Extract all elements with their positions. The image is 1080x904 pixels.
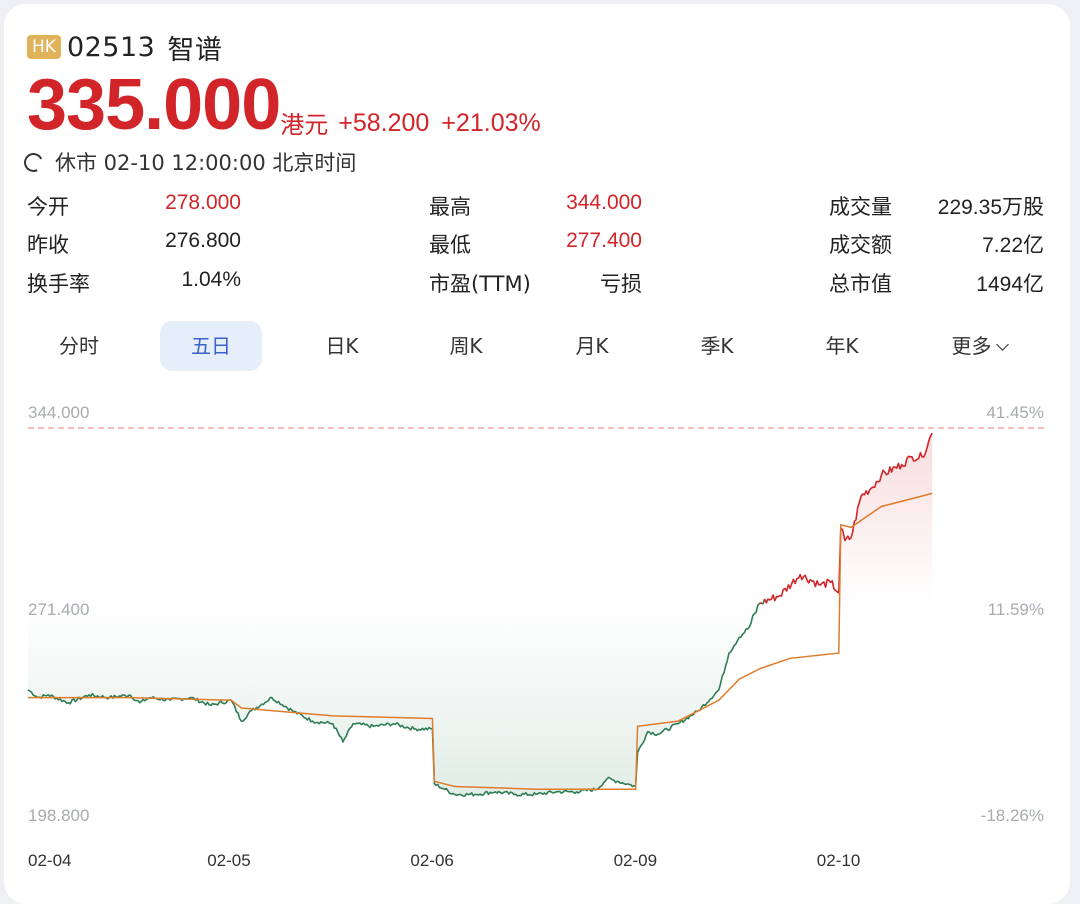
stat-value: 亏损 xyxy=(600,273,642,296)
tab-label: 日K xyxy=(325,334,359,358)
stat-label: 换手率 xyxy=(27,272,90,296)
price-change-percent: +21.03% xyxy=(441,109,541,137)
x-axis-tick: 02-05 xyxy=(207,851,251,870)
tab-label: 周K xyxy=(449,334,483,358)
average-price-line xyxy=(28,492,933,790)
x-axis-tick: 02-06 xyxy=(410,851,454,870)
tab-label: 月K xyxy=(575,334,609,358)
y-axis-tick-right: 41.45% xyxy=(986,403,1044,422)
x-axis-tick: 02-10 xyxy=(816,851,861,870)
stat-label: 最低 xyxy=(429,233,471,257)
tab-1[interactable]: 五日 xyxy=(160,321,262,371)
y-axis-tick-left: 344.000 xyxy=(28,403,90,422)
price-change: +58.200 xyxy=(338,109,430,137)
stock-code: 02513 xyxy=(66,31,156,63)
x-axis-tick: 02-09 xyxy=(613,851,658,870)
stat-label: 总市值 xyxy=(829,272,892,296)
price-line-up xyxy=(763,432,933,604)
price-unit: 港元 xyxy=(280,111,329,139)
tab-label: 分时 xyxy=(59,334,99,358)
stat-value: 277.400 xyxy=(566,229,642,252)
market-badge: HK xyxy=(27,35,61,59)
stat-label: 今开 xyxy=(27,195,69,219)
current-price: 335.000 xyxy=(27,65,281,145)
stat-value: 1494亿 xyxy=(976,273,1044,296)
stock-name: 智谱 xyxy=(167,34,223,66)
y-axis-tick-right: 11.59% xyxy=(987,600,1044,619)
stat-value: 7.22亿 xyxy=(982,234,1044,257)
tab-label: 季K xyxy=(700,334,734,358)
stat-label: 市盈(TTM) xyxy=(429,272,531,296)
stat-value: 278.000 xyxy=(165,191,241,214)
y-axis-tick-left: 198.800 xyxy=(28,806,90,825)
tab-0[interactable]: 分时 xyxy=(28,321,130,371)
y-axis-tick-left: 271.400 xyxy=(28,600,90,619)
tab-5[interactable]: 季K xyxy=(666,321,768,371)
price-row: 335.000 港元 +58.200 +21.03% xyxy=(27,66,551,144)
stat-value: 276.800 xyxy=(165,229,241,252)
tab-label: 五日 xyxy=(191,334,231,358)
price-area-up xyxy=(764,433,933,604)
y-axis-tick-right: -18.26% xyxy=(980,806,1044,825)
stat-value: 1.04% xyxy=(181,268,241,291)
tab-4[interactable]: 月K xyxy=(541,321,643,371)
quote-stats: 今开 278.000 最高 344.000 成交量 229.35万股昨收 276.800 最低… xyxy=(27,188,1044,303)
stock-title: HK 02513 智谱 xyxy=(27,30,223,66)
stat-label: 最高 xyxy=(429,195,471,219)
tab-3[interactable]: 周K xyxy=(415,321,517,371)
stat-label: 成交量 xyxy=(829,195,892,219)
x-axis-tick: 02-04 xyxy=(28,851,72,870)
tab-label: 更多 xyxy=(951,334,992,358)
market-status-text: 休市 02-10 12:00:00 北京时间 xyxy=(55,151,357,175)
price-area-down xyxy=(28,603,760,797)
tab-6[interactable]: 年K xyxy=(791,321,893,371)
tab-2[interactable]: 日K xyxy=(291,321,393,371)
five-day-chart[interactable] xyxy=(0,0,1080,884)
period-tabs: 分时 五日 日K 周K 月K 季K 年K 更多 xyxy=(27,321,1044,371)
stat-value: 229.35万股 xyxy=(937,196,1044,219)
tab-7[interactable]: 更多 xyxy=(928,321,1030,371)
stat-value: 344.000 xyxy=(566,191,642,214)
stat-label: 成交额 xyxy=(829,233,892,257)
stat-label: 昨收 xyxy=(27,233,69,257)
tab-label: 年K xyxy=(825,334,859,358)
market-status: 休市 02-10 12:00:00 北京时间 xyxy=(21,147,357,177)
